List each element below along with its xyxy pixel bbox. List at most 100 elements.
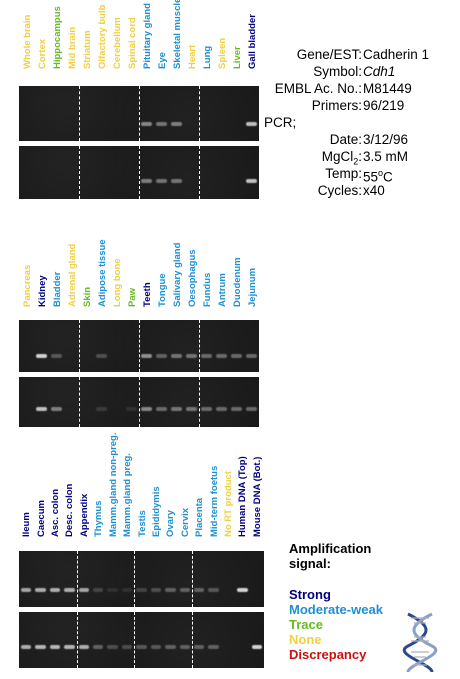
- gel-band: [237, 588, 248, 592]
- gel-band: [93, 645, 104, 649]
- gel-band: [201, 407, 212, 411]
- gel-band: [246, 407, 257, 411]
- mgcl2-key: MgCl2:: [321, 149, 362, 167]
- gel-band: [96, 354, 107, 358]
- lane-label: Cervix: [179, 507, 191, 537]
- gel-band: [35, 645, 46, 649]
- gel-band: [35, 588, 46, 592]
- lane-divider: [199, 320, 200, 372]
- gel-background: [19, 551, 264, 607]
- lane-label: Oesophagus: [186, 249, 198, 307]
- panel-3-lane-labels: Ileum Caecum Asc. colon Desc. colon Appendix…: [19, 433, 264, 548]
- gel-band: [165, 645, 176, 649]
- lane-label: Olfactory bulb: [96, 4, 108, 69]
- lane-label: Striatum: [81, 30, 93, 69]
- temp-key: Temp:: [325, 166, 362, 181]
- gel-band: [51, 354, 62, 358]
- gel-band: [21, 588, 32, 592]
- gel-band: [141, 122, 152, 126]
- lane-divider: [199, 146, 200, 199]
- gel-band: [64, 645, 75, 649]
- lane-label: Spleen: [216, 37, 228, 69]
- gel-band: [171, 354, 182, 358]
- lane-divider: [79, 86, 80, 141]
- lane-divider: [191, 551, 193, 607]
- panel-2-lane-labels: Pancreas Kidney Bladder Adrenal gland Skin Ad…: [19, 239, 259, 318]
- gel-band: [49, 588, 61, 592]
- gel-band: [51, 407, 62, 411]
- lane-divider: [199, 377, 200, 427]
- symbol-key: Symbol:: [313, 64, 362, 79]
- lane-divider: [79, 377, 80, 427]
- legend-trace: Trace: [289, 617, 323, 632]
- pcr-label: PCR;: [264, 115, 297, 130]
- gel-band: [121, 645, 133, 649]
- lane-label: Salivary gland: [171, 242, 183, 307]
- lane-label: Jejunum: [246, 267, 258, 307]
- lane-divider: [139, 377, 140, 427]
- lane-label: Adipose tissue: [96, 239, 108, 307]
- lane-divider: [134, 612, 136, 668]
- gel-band: [165, 588, 176, 592]
- mgcl2-value: 3.5 mM: [363, 149, 409, 164]
- lane-label: Appendix: [78, 493, 90, 537]
- lane-label: Cortex: [36, 38, 48, 69]
- lane-label: No RT product: [222, 471, 234, 537]
- gel-band: [231, 407, 242, 411]
- gel-band: [36, 407, 47, 411]
- gel-band: [78, 588, 90, 592]
- gel-band: [171, 407, 182, 411]
- lane-label: Skin: [81, 286, 93, 307]
- cycles-value: x40: [363, 183, 385, 198]
- gel-band: [246, 354, 257, 358]
- lane-label: Asc. colon: [50, 488, 62, 537]
- legend-strong: Strong: [289, 587, 331, 602]
- gel-band: [64, 588, 75, 592]
- gel-band: [201, 354, 212, 358]
- gel-band: [107, 588, 118, 592]
- lane-label: Eye: [156, 52, 168, 69]
- legend-title-line-2: signal:: [289, 556, 331, 571]
- gel-band: [231, 354, 242, 358]
- gel-band: [136, 645, 147, 649]
- lane-divider: [191, 612, 193, 668]
- gel-band: [186, 407, 197, 411]
- lane-label: Cerebellum: [111, 17, 123, 69]
- gel-band: [246, 179, 257, 183]
- gel-band: [216, 354, 227, 358]
- lane-label: Placenta: [194, 497, 206, 537]
- gel-band: [156, 407, 167, 411]
- lane-label: Adrenal gland: [66, 243, 78, 307]
- gel-panel-1-top: [19, 86, 259, 141]
- lane-label: Pancreas: [21, 264, 33, 307]
- gel-band: [216, 407, 227, 411]
- dna-helix-icon: [403, 612, 437, 673]
- lane-label: Caecum: [35, 500, 47, 537]
- gel-band: [141, 179, 152, 183]
- gel-panel-3-bottom: [19, 612, 264, 668]
- gene-value: Cadherin 1: [363, 47, 430, 62]
- lane-label: Lung: [201, 45, 213, 69]
- lane-divider: [139, 146, 140, 199]
- gel-band: [107, 645, 118, 649]
- lane-label: Whole brain: [21, 14, 33, 69]
- lane-divider: [139, 320, 140, 372]
- lane-label: Bladder: [51, 271, 63, 307]
- legend-title-line-1: Amplification: [289, 541, 372, 556]
- gel-band: [36, 354, 47, 358]
- lane-label: Tongue: [156, 273, 168, 307]
- lane-label: Human DNA (Top): [237, 456, 249, 537]
- lane-label: Ovary: [165, 510, 177, 537]
- lane-divider: [76, 551, 78, 607]
- gel-band: [136, 588, 147, 592]
- gel-panel-2-bottom: [19, 377, 259, 427]
- symbol-value: Cdh1: [363, 64, 396, 79]
- gel-band: [141, 407, 152, 411]
- lane-label: Testis: [136, 510, 148, 537]
- lane-label: Spinal cord: [126, 17, 138, 69]
- gel-band: [141, 354, 152, 358]
- gel-panel-2-top: [19, 320, 259, 372]
- gel-background: [19, 612, 264, 668]
- temp-value: 55oC: [363, 168, 393, 185]
- gel-band: [126, 407, 137, 411]
